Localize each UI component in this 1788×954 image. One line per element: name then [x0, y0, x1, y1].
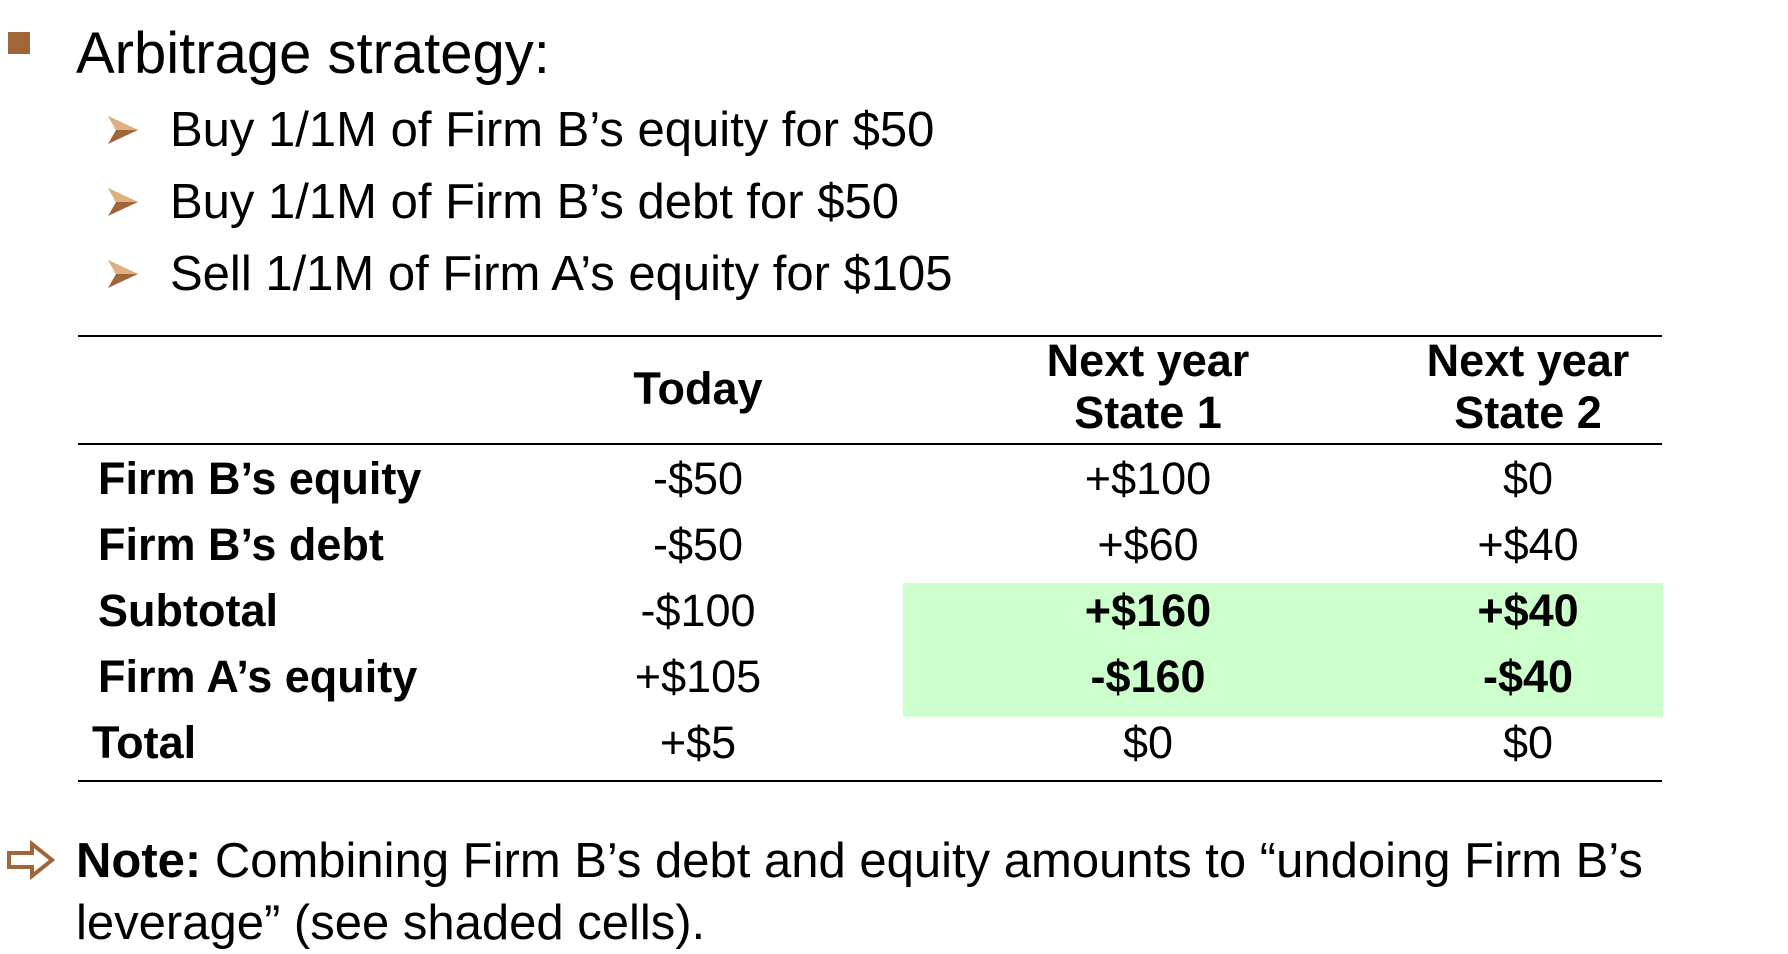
cell-today: -$50: [652, 519, 744, 570]
col-header-state2-line2: State 2: [1454, 387, 1602, 438]
cell-today: +$105: [634, 651, 762, 702]
cell-state2: +$40: [1477, 519, 1579, 570]
slide-heading: Arbitrage strategy:: [76, 21, 550, 86]
col-header-state2-line1: Next year: [1426, 335, 1630, 386]
row-label: Firm B’s debt: [98, 519, 384, 570]
row-label: Subtotal: [98, 585, 278, 636]
cell-state2: -$40: [1482, 651, 1574, 702]
row-label: Firm B’s equity: [98, 453, 422, 504]
note-label: Note:: [76, 834, 202, 888]
cell-state1: +$60: [1097, 519, 1199, 570]
col-header-today: Today: [633, 363, 763, 414]
cell-state1: -$160: [1090, 651, 1206, 702]
note-text: Combining Firm B’s debt and equity amoun…: [76, 834, 1643, 950]
row-label: Total: [92, 717, 197, 768]
table-header-rule: [78, 443, 1662, 445]
cell-state1: +$100: [1084, 453, 1212, 504]
step-item-2: Buy 1/1M of Firm B’s debt for $50: [104, 166, 899, 238]
table-bottom-rule: [78, 780, 1662, 782]
table-top-rule: [78, 335, 1662, 337]
arrowhead-bullet-icon: [108, 116, 138, 144]
bullet-square-icon: [8, 32, 30, 54]
cell-today: +$5: [659, 717, 737, 768]
step-item-1: Buy 1/1M of Firm B’s equity for $50: [104, 94, 934, 166]
cell-state1: +$160: [1084, 585, 1212, 636]
step-item-3: Sell 1/1M of Firm A’s equity for $105: [104, 238, 953, 310]
col-header-state1-line1: Next year: [1046, 335, 1250, 386]
arrowhead-bullet-icon: [108, 260, 138, 288]
cell-state2: $0: [1502, 717, 1554, 768]
note-paragraph: Note: Combining Firm B’s debt and equity…: [76, 830, 1756, 954]
step-text: Buy 1/1M of Firm B’s equity for $50: [170, 103, 935, 157]
arrowhead-bullet-icon: [108, 188, 138, 216]
col-header-state1-line2: State 1: [1074, 387, 1222, 438]
step-text: Sell 1/1M of Firm A’s equity for $105: [170, 247, 953, 301]
hollow-arrow-icon: [7, 840, 56, 880]
cell-state2: $0: [1502, 453, 1554, 504]
cell-state1: $0: [1122, 717, 1174, 768]
cell-today: -$50: [652, 453, 744, 504]
row-label: Firm A’s equity: [98, 651, 418, 702]
step-text: Buy 1/1M of Firm B’s debt for $50: [170, 175, 899, 229]
cell-today: -$100: [640, 585, 756, 636]
cell-state2: +$40: [1477, 585, 1579, 636]
shaded-cells: [903, 583, 1663, 717]
